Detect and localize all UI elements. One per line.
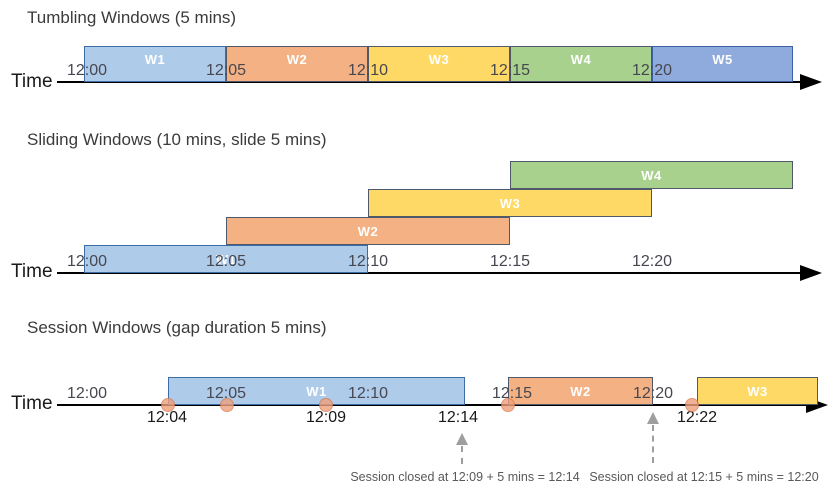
tumbling-window-w1: W1	[84, 46, 226, 82]
event-time-label: 12:22	[676, 409, 718, 426]
sliding-section-title: Sliding Windows (10 mins, slide 5 mins)	[27, 130, 327, 149]
session-window-w3: W3	[697, 377, 818, 405]
session-window-w2: W2	[508, 377, 653, 405]
sliding-window-w3: W3	[368, 189, 652, 217]
tumbling-time-axis-label: Time	[11, 71, 53, 92]
sliding-axis-tick: 12:05	[205, 253, 247, 270]
event-time-label: 12:14	[437, 409, 479, 426]
window-label: W2	[357, 223, 379, 239]
sliding-axis-arrowhead-icon	[800, 265, 822, 281]
window-label: W1	[144, 51, 166, 67]
event-time-label: 12:04	[146, 409, 188, 426]
session-time-axis-label: Time	[11, 393, 53, 414]
sliding-axis-tick: 12:15	[489, 253, 531, 270]
window-label: W5	[712, 51, 733, 67]
window-label: W1	[215, 251, 237, 267]
tumbling-window-w5: W5	[652, 46, 793, 82]
sliding-axis-tick: 12:20	[631, 253, 673, 270]
window-label: W2	[286, 51, 308, 67]
window-label: W3	[747, 383, 768, 399]
event-dot-icon	[161, 398, 175, 412]
event-time-label: 12:09	[305, 409, 347, 426]
session-section-title: Session Windows (gap duration 5 mins)	[27, 318, 327, 337]
dashed-up-arrow-icon	[456, 433, 468, 445]
session-closed-annotation: Session closed at 12:09 + 5 mins = 12:14	[350, 470, 580, 484]
session-axis-tick: 12:00	[66, 385, 108, 402]
tumbling-axis-tick: 12:10	[347, 62, 389, 79]
event-dot-icon	[319, 398, 333, 412]
event-dot-icon	[685, 398, 699, 412]
session-axis-tick: 12:15	[491, 385, 533, 402]
session-axis-tick: 12:05	[205, 385, 247, 402]
tumbling-section-title: Tumbling Windows (5 mins)	[27, 8, 237, 27]
dashed-up-arrow-icon	[647, 412, 659, 424]
session-window-w1: W1	[168, 377, 465, 405]
event-dot-icon	[220, 398, 234, 412]
session-closed-annotation: Session closed at 12:15 + 5 mins = 12:20	[589, 470, 819, 484]
dashed-up-arrow-line	[652, 425, 654, 463]
sliding-axis-tick: 12:10	[347, 253, 389, 270]
sliding-window-w2: W2	[226, 217, 510, 245]
event-dot-icon	[501, 398, 515, 412]
window-label: W4	[641, 167, 662, 183]
tumbling-axis-tick: 12:00	[66, 62, 108, 79]
tumbling-axis-tick: 12:05	[205, 62, 247, 79]
tumbling-window-w3: W3	[368, 46, 510, 82]
window-label: W3	[428, 51, 450, 67]
session-time-axis-line	[57, 404, 808, 406]
tumbling-time-axis-line	[57, 81, 804, 83]
window-label: W2	[570, 383, 591, 399]
window-label: W4	[570, 51, 592, 67]
session-axis-tick: 12:10	[347, 385, 389, 402]
tumbling-window-w2: W2	[226, 46, 368, 82]
tumbling-window-w4: W4	[510, 46, 652, 82]
tumbling-axis-tick: 12:15	[489, 62, 531, 79]
tumbling-axis-arrowhead-icon	[800, 74, 822, 90]
sliding-window-w4: W4	[510, 161, 793, 189]
sliding-time-axis-label: Time	[11, 261, 53, 282]
window-label: W3	[499, 195, 521, 211]
sliding-axis-tick: 12:00	[66, 253, 108, 270]
dashed-up-arrow-line	[461, 446, 463, 464]
tumbling-axis-tick: 12:20	[631, 62, 673, 79]
session-axis-tick: 12:20	[632, 385, 674, 402]
sliding-time-axis-line	[57, 272, 804, 274]
sliding-window-w1: W1	[84, 245, 368, 273]
window-label: W1	[306, 383, 327, 399]
